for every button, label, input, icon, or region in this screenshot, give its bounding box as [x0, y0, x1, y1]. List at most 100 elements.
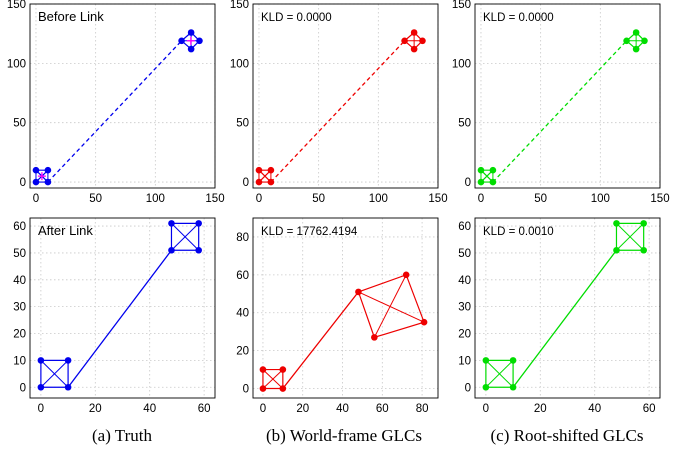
data-point	[255, 178, 263, 186]
y-tick-label: 30	[13, 302, 26, 314]
x-tick-label: 100	[369, 193, 388, 205]
data-point	[477, 178, 485, 186]
data-point	[187, 45, 195, 53]
data-point	[196, 37, 203, 45]
caption-c: (c) Root-shifted GLCs	[490, 426, 644, 445]
y-tick-label: 0	[465, 382, 471, 394]
y-tick-label: 0	[243, 384, 249, 396]
y-tick-label: 100	[7, 58, 26, 70]
data-point	[632, 45, 640, 53]
cluster-diagonal	[616, 223, 645, 251]
x-tick-label: 0	[38, 403, 44, 415]
data-point	[267, 166, 275, 174]
data-point	[64, 357, 72, 364]
y-tick-label: 10	[458, 355, 471, 367]
annotation-label: Before Link	[38, 9, 104, 24]
data-point	[187, 29, 195, 36]
cluster-diagonal	[171, 223, 200, 251]
chart-a-top: 0 50 100 150 0 50 100 150 Before Link	[7, 0, 225, 205]
data-point	[32, 166, 40, 174]
y-tick-label: 0	[465, 177, 471, 189]
data-point	[402, 271, 410, 279]
chart-a-bottom: 0 20 40 60 0 10 20 30 40 50 60 After Link	[13, 217, 216, 415]
x-tick-label: 40	[588, 403, 601, 415]
chart-b-top: 0 50 100 150 0 50 100 150 KLD = 0.0000	[230, 0, 448, 205]
x-tick-label: 20	[296, 403, 309, 415]
annotation-label: KLD = 0.0010	[483, 226, 554, 238]
data-point	[37, 357, 45, 364]
data-point	[279, 366, 287, 373]
data-point	[37, 383, 45, 391]
plot-frame	[474, 217, 661, 399]
y-tick-label: 50	[458, 248, 471, 260]
data-point	[410, 45, 418, 53]
link-line	[492, 40, 628, 183]
x-tick-label: 0	[483, 403, 489, 415]
cluster-diagonal	[262, 369, 284, 389]
data-point	[482, 383, 490, 391]
data-point	[613, 220, 620, 227]
y-tick-label: 100	[230, 58, 249, 70]
y-tick-label: 60	[458, 221, 471, 233]
data-point	[195, 220, 202, 227]
y-tick-label: 150	[7, 0, 26, 11]
data-point	[482, 357, 490, 364]
x-tick-label: 0	[478, 193, 484, 205]
cluster-edges	[357, 274, 425, 339]
x-tick-label: 40	[143, 403, 156, 415]
caption-b: (b) World-frame GLCs	[266, 426, 422, 445]
plot-frame	[252, 3, 439, 189]
data-point	[255, 166, 263, 174]
annotation-label: After Link	[38, 223, 93, 238]
y-tick-label: 10	[13, 355, 26, 367]
x-tick-label: 60	[198, 403, 211, 415]
chart-c-bottom: 0 20 40 60 0 10 20 30 40 50 60 KLD = 0.0010	[458, 217, 661, 415]
data-point	[509, 357, 517, 364]
x-tick-label: 150	[205, 193, 224, 205]
link-line	[47, 40, 183, 183]
y-tick-label: 150	[230, 0, 249, 11]
data-point	[44, 166, 52, 174]
annotation-label: KLD = 17762.4194	[261, 226, 358, 238]
y-tick-label: 50	[458, 118, 471, 130]
data-point	[32, 178, 40, 186]
y-tick-label: 20	[236, 346, 249, 358]
x-tick-label: 0	[260, 403, 266, 415]
chart-c-top: 0 50 100 150 0 50 100 150 KLD = 0.0000	[452, 0, 670, 205]
y-tick-label: 50	[13, 248, 26, 260]
data-point	[632, 29, 640, 36]
x-tick-label: 60	[643, 403, 656, 415]
data-point	[420, 318, 428, 326]
link-line	[282, 291, 359, 389]
x-tick-label: 150	[650, 193, 669, 205]
x-tick-label: 80	[416, 403, 429, 415]
x-tick-label: 0	[256, 193, 262, 205]
y-tick-label: 40	[236, 308, 249, 320]
x-tick-label: 0	[33, 193, 39, 205]
x-tick-label: 50	[312, 193, 325, 205]
x-tick-label: 20	[89, 403, 102, 415]
data-point	[489, 166, 497, 174]
cluster-diagonal	[40, 360, 69, 388]
y-tick-label: 60	[13, 221, 26, 233]
y-tick-label: 40	[13, 275, 26, 287]
x-tick-label: 50	[534, 193, 547, 205]
x-tick-label: 100	[146, 193, 165, 205]
y-tick-label: 0	[243, 177, 249, 189]
data-point	[640, 246, 647, 254]
y-tick-label: 40	[458, 275, 471, 287]
plot-frame	[252, 217, 439, 399]
data-point	[640, 220, 647, 227]
x-tick-label: 40	[336, 403, 349, 415]
cluster-diagonal	[485, 360, 514, 388]
data-point	[168, 220, 175, 227]
data-point	[371, 334, 378, 341]
y-tick-label: 80	[236, 232, 249, 244]
plot-frame	[29, 3, 216, 189]
link-line	[512, 249, 617, 388]
y-tick-label: 150	[452, 0, 471, 11]
y-tick-label: 30	[458, 302, 471, 314]
data-point	[259, 366, 267, 373]
cluster-diagonal	[358, 291, 425, 323]
